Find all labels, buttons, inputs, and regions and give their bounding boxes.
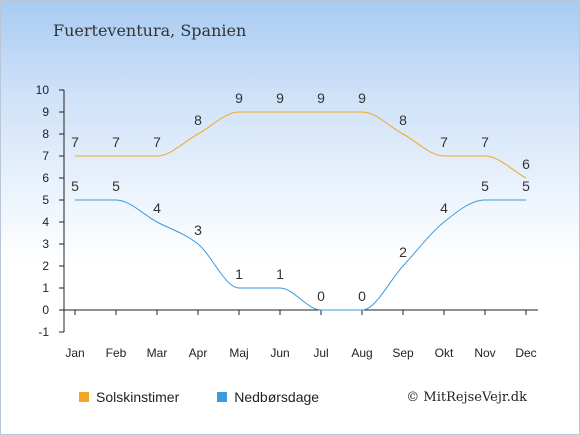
x-tick-label: Nov [474,346,495,360]
x-tick-label: Jun [270,346,289,360]
legend-label-rain: Nedbørsdage [234,389,320,405]
data-label-0: 9 [358,90,366,106]
data-labels: 7 7 7 8 9 9 9 9 8 7 7 6 5 5 4 3 1 1 0 0 2 4 5 5 [71,90,530,304]
data-label-0: 7 [481,134,489,150]
x-tick-label: Dec [515,346,536,360]
data-label-1: 0 [317,288,325,304]
legend-item-rain: Nedbørsdage [217,389,319,405]
data-label-1: 2 [399,244,407,260]
y-tick-label: 9 [42,105,49,119]
data-label-1: 1 [235,266,243,282]
y-tick-label: 6 [42,171,49,185]
y-tick-label: 7 [42,149,49,163]
x-tick-label: Maj [229,346,248,360]
x-tick-label: Feb [106,346,127,360]
data-label-0: 8 [194,112,202,128]
data-label-1: 1 [276,266,284,282]
data-label-1: 0 [358,288,366,304]
legend-swatch-rain [217,392,228,402]
y-tick-label: 8 [42,127,49,141]
x-tick-label: Apr [189,346,208,360]
series-line-0 [75,111,527,179]
legend: Solskinstimer Nedbørsdage [79,389,357,405]
data-label-0: 7 [440,134,448,150]
series-lines [75,111,527,311]
legend-item-sun: Solskinstimer [79,389,179,405]
data-label-0: 7 [112,134,120,150]
y-tick-label: 4 [42,215,49,229]
data-label-0: 7 [153,134,161,150]
y-tick-label: 1 [42,281,49,295]
y-tick-label: 3 [42,237,49,251]
x-tick-label: Jul [313,346,328,360]
data-label-0: 9 [276,90,284,106]
y-tick-label: 0 [42,303,49,317]
data-label-0: 9 [317,90,325,106]
y-tick-label: 5 [42,193,49,207]
data-label-0: 8 [399,112,407,128]
x-tick-label: Okt [435,346,454,360]
data-label-1: 3 [194,222,202,238]
y-tick-label: 2 [42,259,49,273]
data-label-1: 4 [153,200,161,216]
y-tick-label: 10 [36,83,50,97]
data-label-1: 5 [112,178,120,194]
legend-swatch-sun [79,392,89,402]
copyright-text: © MitRejseVejr.dk [406,390,527,405]
x-tick-label: Sep [392,346,414,360]
data-label-1: 5 [481,178,489,194]
legend-label-sun: Solskinstimer [96,389,180,405]
data-label-1: 5 [71,178,79,194]
y-tick-label: -1 [38,325,49,339]
x-tick-label: Aug [351,346,372,360]
x-tick-label: Jan [65,346,84,360]
data-label-0: 9 [235,90,243,106]
x-tick-label: Mar [147,346,168,360]
data-label-1: 4 [440,200,448,216]
chart-title: Fuerteventura, Spanien [53,21,247,40]
data-label-1: 5 [522,178,530,194]
data-label-0: 7 [71,134,79,150]
data-label-0: 6 [522,156,530,172]
series-line-1 [75,199,526,311]
